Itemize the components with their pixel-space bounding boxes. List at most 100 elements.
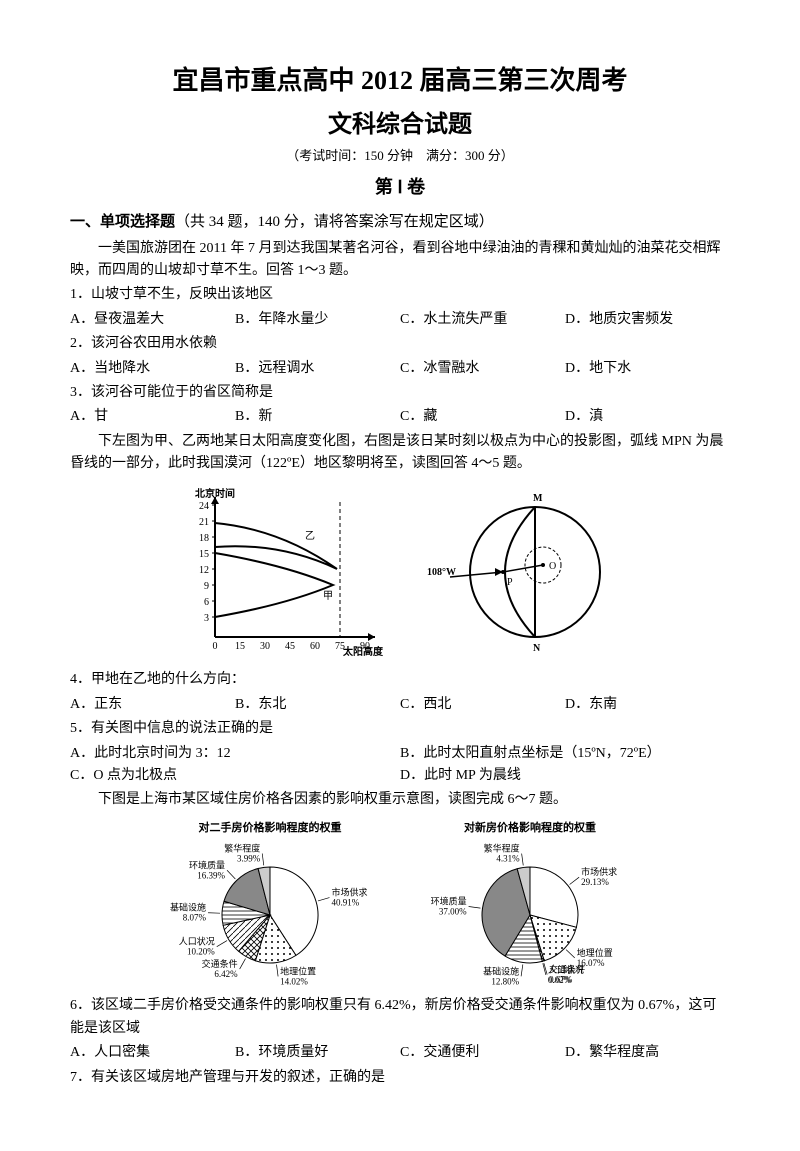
svg-text:12: 12 bbox=[199, 565, 209, 576]
svg-text:北京时间: 北京时间 bbox=[195, 487, 235, 500]
q6-opt-b: B．环境质量好 bbox=[235, 1042, 400, 1064]
section-head-bold: 一、单项选择题 bbox=[70, 214, 175, 230]
q1-opt-a: A．昼夜温差大 bbox=[70, 309, 235, 331]
figure-row-1: 3 6 9 12 15 18 21 24 0 15 30 45 60 75 90 bbox=[70, 487, 730, 657]
q6-options: A．人口密集 B．环境质量好 C．交通便利 D．繁华程度高 bbox=[70, 1042, 730, 1064]
svg-text:60: 60 bbox=[310, 641, 320, 652]
svg-text:太阳高度: 太阳高度 bbox=[342, 645, 384, 657]
svg-text:15: 15 bbox=[199, 549, 209, 560]
svg-text:8.07%: 8.07% bbox=[183, 913, 207, 923]
q4-opt-a: A．正东 bbox=[70, 694, 235, 716]
pie-left: 市场供求40.91% 地理位置14.02% 交通条件6.42% 人口状况10.20% 基… bbox=[155, 837, 385, 987]
q2-opt-c: C．冰雪融水 bbox=[400, 358, 565, 380]
svg-text:人口状况: 人口状况 bbox=[548, 964, 584, 975]
title-main: 宜昌市重点高中 2012 届高三第三次周考 bbox=[70, 60, 730, 102]
volume-label: 第 Ⅰ 卷 bbox=[70, 173, 730, 202]
title-sub: 文科综合试题 bbox=[70, 106, 730, 144]
svg-text:108°W: 108°W bbox=[427, 567, 456, 578]
svg-text:16.39%: 16.39% bbox=[197, 871, 225, 881]
q2-stem: 2．该河谷农田用水依赖 bbox=[70, 333, 730, 355]
q2-opt-b: B．远程调水 bbox=[235, 358, 400, 380]
q1-stem: 1．山坡寸草不生，反映出该地区 bbox=[70, 284, 730, 306]
exam-info: （考试时间：150 分钟 满分：300 分） bbox=[70, 146, 730, 167]
svg-text:甲: 甲 bbox=[323, 591, 333, 602]
svg-text:45: 45 bbox=[285, 641, 295, 652]
svg-text:环境质量: 环境质量 bbox=[431, 896, 467, 907]
svg-text:交通条件: 交通条件 bbox=[202, 958, 238, 969]
figure-row-2: 对二手房价格影响程度的权重 市场供求40.91%地理位置14.02%交通条件6.… bbox=[70, 820, 730, 988]
section-heading: 一、单项选择题（共 34 题，140 分，请将答案涂写在规定区域） bbox=[70, 210, 730, 234]
svg-text:M: M bbox=[533, 493, 543, 504]
q3-opt-d: D．滇 bbox=[565, 406, 730, 428]
q4-options: A．正东 B．东北 C．西北 D．东南 bbox=[70, 694, 730, 716]
q1-opt-c: C．水土流失严重 bbox=[400, 309, 565, 331]
svg-text:3.99%: 3.99% bbox=[237, 854, 261, 864]
svg-text:乙: 乙 bbox=[305, 530, 315, 542]
q5-opt-c: C．O 点为北极点 bbox=[70, 765, 400, 787]
q2-options: A．当地降水 B．远程调水 C．冰雪融水 D．地下水 bbox=[70, 358, 730, 380]
svg-text:O: O bbox=[549, 561, 556, 572]
q5-stem: 5．有关图中信息的说法正确的是 bbox=[70, 718, 730, 740]
figure-polar: M N P O 108°W bbox=[425, 487, 615, 657]
q3-options: A．甘 B．新 C．藏 D．滇 bbox=[70, 406, 730, 428]
figure-sun-altitude: 3 6 9 12 15 18 21 24 0 15 30 45 60 75 90 bbox=[185, 487, 385, 657]
svg-text:人口状况: 人口状况 bbox=[179, 936, 215, 947]
q5-options: A．此时北京时间为 3：12 B．此时太阳直射点坐标是（15ºN，72ºE） C… bbox=[70, 743, 730, 788]
q4-opt-c: C．西北 bbox=[400, 694, 565, 716]
svg-text:18: 18 bbox=[199, 533, 209, 544]
q1-opt-b: B．年降水量少 bbox=[235, 309, 400, 331]
svg-text:基础设施: 基础设施 bbox=[483, 966, 519, 977]
pie-right: 市场供求29.13%地理位置16.07%交通条件0.67%人口状况0.02%基础… bbox=[415, 837, 645, 987]
q5-opt-a: A．此时北京时间为 3：12 bbox=[70, 743, 400, 765]
svg-text:市场供求: 市场供求 bbox=[581, 867, 617, 878]
svg-text:12.80%: 12.80% bbox=[491, 977, 519, 987]
q2-opt-a: A．当地降水 bbox=[70, 358, 235, 380]
passage-2: 下左图为甲、乙两地某日太阳高度变化图，右图是该日某时刻以极点为中心的投影图，弧线… bbox=[70, 431, 730, 476]
pie-right-wrap: 对新房价格影响程度的权重 市场供求29.13%地理位置16.07%交通条件0.6… bbox=[415, 820, 645, 988]
svg-text:10.20%: 10.20% bbox=[187, 947, 215, 957]
svg-text:P: P bbox=[507, 577, 513, 588]
svg-text:9: 9 bbox=[204, 581, 209, 592]
q4-stem: 4．甲地在乙地的什么方向： bbox=[70, 669, 730, 691]
svg-text:21: 21 bbox=[199, 517, 209, 528]
section-head-rest: （共 34 题，140 分，请将答案涂写在规定区域） bbox=[175, 214, 494, 230]
q4-opt-b: B．东北 bbox=[235, 694, 400, 716]
svg-text:地理位置: 地理位置 bbox=[577, 947, 613, 958]
pie-left-title: 对二手房价格影响程度的权重 bbox=[155, 820, 385, 838]
svg-text:0.02%: 0.02% bbox=[548, 975, 572, 985]
svg-text:6.42%: 6.42% bbox=[214, 969, 238, 979]
svg-text:30: 30 bbox=[260, 641, 270, 652]
q3-opt-a: A．甘 bbox=[70, 406, 235, 428]
q6-stem: 6．该区域二手房价格受交通条件的影响权重只有 6.42%，新房价格受交通条件影响… bbox=[70, 995, 730, 1040]
q2-opt-d: D．地下水 bbox=[565, 358, 730, 380]
q5-opt-d: D．此时 MP 为晨线 bbox=[400, 765, 730, 787]
q3-opt-c: C．藏 bbox=[400, 406, 565, 428]
q1-opt-d: D．地质灾害频发 bbox=[565, 309, 730, 331]
pie-right-title: 对新房价格影响程度的权重 bbox=[415, 820, 645, 838]
svg-text:0: 0 bbox=[213, 641, 218, 652]
svg-text:3: 3 bbox=[204, 613, 209, 624]
svg-text:N: N bbox=[533, 643, 541, 654]
passage-1: 一美国旅游团在 2011 年 7 月到达我国某著名河谷，看到谷地中绿油油的青稞和… bbox=[70, 238, 730, 283]
pie-left-wrap: 对二手房价格影响程度的权重 市场供求40.91% 地理位置14.02% 交通条件6.… bbox=[155, 820, 385, 988]
q6-opt-c: C．交通便利 bbox=[400, 1042, 565, 1064]
svg-text:15: 15 bbox=[235, 641, 245, 652]
q7-stem: 7．有关该区域房地产管理与开发的叙述，正确的是 bbox=[70, 1067, 730, 1089]
svg-text:繁华程度: 繁华程度 bbox=[224, 843, 260, 854]
q3-stem: 3．该河谷可能位于的省区简称是 bbox=[70, 382, 730, 404]
svg-text:6: 6 bbox=[204, 597, 209, 608]
svg-text:基础设施: 基础设施 bbox=[170, 902, 206, 913]
svg-text:14.02%: 14.02% bbox=[280, 977, 308, 987]
passage-3: 下图是上海市某区域住房价格各因素的影响权重示意图，读图完成 6～7 题。 bbox=[70, 789, 730, 811]
q4-opt-d: D．东南 bbox=[565, 694, 730, 716]
svg-text:37.00%: 37.00% bbox=[439, 907, 467, 917]
svg-text:市场供求: 市场供求 bbox=[331, 887, 367, 898]
svg-text:24: 24 bbox=[199, 501, 209, 512]
svg-text:地理位置: 地理位置 bbox=[280, 966, 316, 977]
svg-text:环境质量: 环境质量 bbox=[189, 860, 225, 871]
svg-text:繁华程度: 繁华程度 bbox=[484, 843, 520, 854]
svg-text:40.91%: 40.91% bbox=[331, 898, 359, 908]
q1-options: A．昼夜温差大 B．年降水量少 C．水土流失严重 D．地质灾害频发 bbox=[70, 309, 730, 331]
q5-opt-b: B．此时太阳直射点坐标是（15ºN，72ºE） bbox=[400, 743, 730, 765]
svg-text:4.31%: 4.31% bbox=[496, 854, 520, 864]
